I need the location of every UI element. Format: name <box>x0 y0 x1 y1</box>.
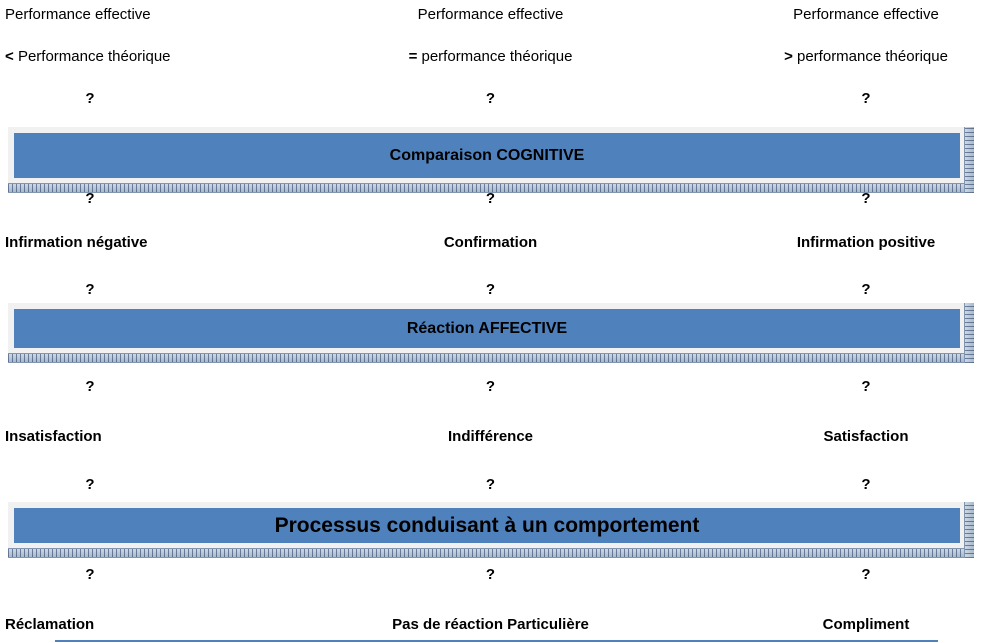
arrow-placeholder: ? <box>861 378 871 395</box>
label-indifference: Indifférence <box>447 428 534 445</box>
operator-greater-than: > <box>784 48 793 65</box>
bar-title: Processus conduisant à un comportement <box>14 508 960 543</box>
arrow-placeholder: ? <box>861 281 871 298</box>
row-satisfaction: Insatisfaction Indifférence Satisfaction <box>0 428 981 446</box>
label-infirmation-negative: Infirmation négative <box>5 234 148 251</box>
operator-less-than: < <box>5 48 14 65</box>
arrow-placeholder: ? <box>85 566 95 583</box>
arrow-placeholder: ? <box>861 566 871 583</box>
label-comparison-left: < Performance théorique <box>5 48 171 65</box>
label-performance-left: Performance effective <box>5 6 151 23</box>
label-comparison-right: > performance théorique <box>784 48 948 65</box>
label-performance-right: Performance effective <box>793 6 939 23</box>
label-compliment: Compliment <box>822 616 910 633</box>
bar-tray: Réaction AFFECTIVE <box>8 303 974 353</box>
arrow-placeholder: ? <box>485 566 496 583</box>
label-insatisfaction: Insatisfaction <box>5 428 102 445</box>
row-confirmation: Infirmation négative Confirmation Infirm… <box>0 234 981 252</box>
hatched-border <box>8 183 974 193</box>
arrow-placeholder: ? <box>85 281 95 298</box>
arrow-placeholder: ? <box>485 90 496 107</box>
hatched-border <box>8 353 974 363</box>
arrow-placeholder: ? <box>861 190 871 207</box>
arrow-row-1: ? ? ? <box>0 90 981 108</box>
label-pas-de-reaction: Pas de réaction Particulière <box>392 616 589 633</box>
label-confirmation: Confirmation <box>443 234 538 251</box>
arrow-placeholder: ? <box>85 378 95 395</box>
bottom-blue-rule <box>55 640 938 642</box>
label-reclamation: Réclamation <box>5 616 95 633</box>
hatched-border-right <box>964 127 974 193</box>
arrow-row-2: ? ? ? <box>0 190 981 208</box>
label-performance-center: Performance effective <box>417 6 564 23</box>
row-behavior: Réclamation Pas de réaction Particulière… <box>0 616 981 634</box>
bar-title: Comparaison COGNITIVE <box>14 133 960 178</box>
arrow-placeholder: ? <box>85 476 95 493</box>
arrow-placeholder: ? <box>85 190 95 207</box>
hatched-border-right <box>964 502 974 558</box>
label-comparison-center: = performance théorique <box>408 48 573 65</box>
row-performance-comparison: < Performance théorique = performance th… <box>0 48 981 66</box>
arrow-row-6: ? ? ? <box>0 566 981 584</box>
bar-title: Réaction AFFECTIVE <box>14 309 960 348</box>
label-infirmation-positive: Infirmation positive <box>796 234 936 251</box>
bar-tray: Processus conduisant à un comportement <box>8 502 974 548</box>
hatched-border-right <box>964 303 974 363</box>
arrow-row-4: ? ? ? <box>0 378 981 396</box>
arrow-placeholder: ? <box>85 90 95 107</box>
bar-reaction-affective: Réaction AFFECTIVE <box>8 303 974 363</box>
hatched-border <box>8 548 974 558</box>
arrow-placeholder: ? <box>861 90 871 107</box>
bar-comparaison-cognitive: Comparaison COGNITIVE <box>8 127 974 193</box>
arrow-row-3: ? ? ? <box>0 281 981 299</box>
arrow-placeholder: ? <box>861 476 871 493</box>
bar-processus-comportement: Processus conduisant à un comportement <box>8 502 974 558</box>
arrow-placeholder: ? <box>485 190 496 207</box>
label-satisfaction: Satisfaction <box>823 428 909 445</box>
bar-tray: Comparaison COGNITIVE <box>8 127 974 183</box>
arrow-placeholder: ? <box>485 378 496 395</box>
arrow-placeholder: ? <box>485 281 496 298</box>
arrow-row-5: ? ? ? <box>0 476 981 494</box>
operator-equals: = <box>408 48 418 65</box>
arrow-placeholder: ? <box>485 476 496 493</box>
row-performance-effective: Performance effective Performance effect… <box>0 6 981 24</box>
